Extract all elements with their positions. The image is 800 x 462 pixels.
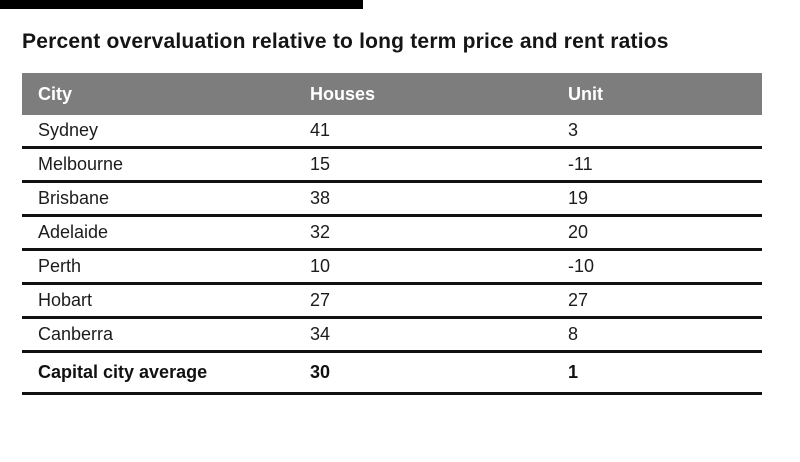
cell-city: Hobart [38,290,93,310]
cell-city: Melbourne [38,154,124,174]
cell-houses: 41 [310,120,331,140]
table-row: Canberra 34 8 [22,319,762,353]
table-row: Perth 10 -10 [22,251,762,285]
header-cell-houses: Houses [310,83,376,104]
header-cell-city: City [38,83,73,104]
cell-city: Brisbane [38,188,110,208]
cell-unit: -11 [568,154,593,174]
table-row: Adelaide 32 20 [22,217,762,251]
cell-city: Adelaide [38,222,109,242]
cell-city: Perth [38,256,82,276]
cell-city: Canberra [38,324,114,344]
cell-unit: 19 [568,188,589,208]
table-row: Brisbane 38 19 [22,183,762,217]
header-cell-unit: Unit [568,83,603,104]
table-row: Hobart 27 27 [22,285,762,319]
data-table: City Houses Unit Sydney 41 3 Melbourne 1… [22,73,762,395]
table-row-total: Capital city average 30 1 [22,353,762,395]
table-row: Melbourne 15 -11 [22,149,762,183]
cell-houses: 27 [310,290,331,310]
figure-title: Percent overvaluation relative to long t… [22,30,669,53]
cell-city: Capital city average [38,362,208,382]
cell-unit: -10 [568,256,595,276]
cell-unit: 27 [568,290,589,310]
cell-houses: 34 [310,324,331,344]
cell-houses: 15 [310,154,331,174]
cell-unit: 3 [568,120,579,140]
cell-houses: 10 [310,256,331,276]
top-bar [0,0,363,9]
table-row: Sydney 41 3 [22,115,762,149]
cell-houses: 38 [310,188,331,208]
cell-houses: 30 [310,362,331,382]
cell-houses: 32 [310,222,331,242]
table-header: City Houses Unit [22,73,762,115]
cell-city: Sydney [38,120,99,140]
cell-unit: 20 [568,222,589,242]
cell-unit: 8 [568,324,579,344]
cell-unit: 1 [568,362,579,382]
